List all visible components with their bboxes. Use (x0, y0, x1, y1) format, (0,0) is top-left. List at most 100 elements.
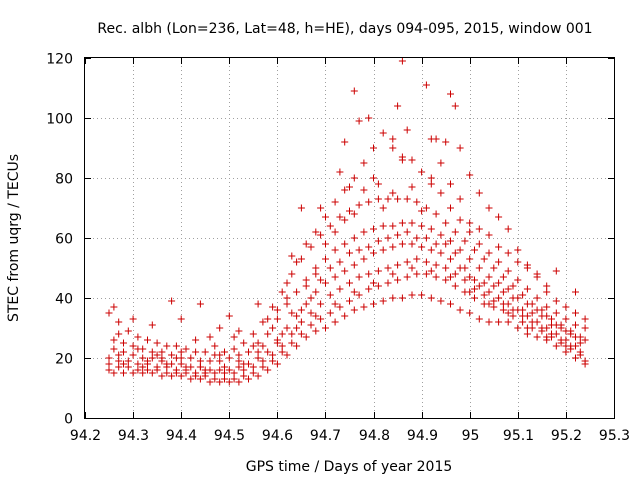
data-point (471, 276, 478, 284)
data-point (312, 264, 320, 272)
data-point (403, 273, 411, 281)
data-point (514, 258, 522, 266)
data-point (129, 342, 137, 350)
data-point (552, 330, 560, 338)
data-point (110, 345, 118, 353)
data-point (538, 306, 546, 314)
data-point (293, 312, 301, 320)
data-point (172, 342, 180, 350)
data-point (389, 144, 397, 152)
data-point (312, 327, 320, 335)
data-point (461, 264, 469, 272)
data-point (139, 369, 147, 377)
data-point (331, 273, 339, 281)
data-point (192, 348, 200, 356)
data-point (485, 204, 493, 212)
data-point (293, 324, 301, 332)
data-point (422, 204, 430, 212)
data-point (177, 315, 185, 323)
data-point (230, 345, 238, 353)
data-point (355, 201, 363, 209)
data-point (254, 339, 262, 347)
data-point (216, 357, 224, 365)
y-axis-label: STEC from uqrg / TECUs (6, 154, 22, 322)
y-tick-label: 120 (46, 52, 73, 68)
data-point (177, 360, 185, 368)
data-point (331, 300, 339, 308)
data-point (206, 378, 214, 386)
data-point (442, 219, 450, 227)
data-point (317, 315, 325, 323)
data-point (495, 243, 503, 251)
data-point (365, 114, 373, 122)
data-point (249, 363, 257, 371)
data-point (485, 249, 493, 257)
data-point (153, 363, 161, 371)
y-tick-label: 60 (55, 232, 73, 248)
data-point (466, 309, 474, 317)
data-point (341, 138, 349, 146)
data-point (254, 348, 262, 356)
y-tick-labels: 0 20 40 60 80 100 120 (46, 52, 73, 428)
data-point (326, 309, 334, 317)
data-point (418, 243, 426, 251)
data-point (490, 297, 498, 305)
data-point (206, 357, 214, 365)
data-point (350, 261, 358, 269)
data-point (336, 168, 344, 176)
data-point (129, 369, 137, 377)
data-point (572, 288, 579, 296)
data-point (427, 267, 435, 275)
data-point (543, 303, 551, 311)
data-point (475, 225, 483, 233)
data-point (235, 357, 243, 365)
data-point (403, 195, 411, 203)
data-point (168, 351, 176, 359)
data-point (528, 300, 536, 308)
data-point (533, 273, 541, 281)
data-point (172, 354, 180, 362)
data-point (370, 249, 377, 257)
data-point (389, 243, 397, 251)
data-point (211, 342, 219, 350)
data-point (346, 279, 353, 287)
x-tick-label: 94.3 (118, 428, 149, 444)
data-point (408, 183, 416, 191)
data-point (413, 198, 421, 206)
data-point (196, 363, 204, 371)
data-point (422, 234, 430, 242)
data-point (403, 228, 411, 236)
data-point (322, 213, 329, 221)
data-point (408, 291, 416, 299)
data-point (538, 312, 546, 320)
data-point (552, 309, 560, 317)
data-point (447, 204, 454, 212)
data-point (312, 288, 320, 296)
data-point (490, 264, 498, 272)
data-point (451, 282, 459, 290)
data-point (495, 258, 503, 266)
data-point (442, 276, 450, 284)
data-point (297, 255, 305, 263)
data-point (384, 264, 392, 272)
data-point (187, 354, 195, 362)
data-point (543, 282, 551, 290)
chart-title: Rec. albh (Lon=236, Lat=48, h=HE), days … (97, 21, 592, 37)
data-point (394, 261, 402, 269)
data-point (120, 339, 127, 347)
data-point (350, 174, 358, 182)
data-point (288, 330, 296, 338)
data-point (485, 288, 493, 296)
data-point (451, 228, 459, 236)
data-point (447, 255, 454, 263)
data-point (163, 369, 171, 377)
data-point (148, 348, 156, 356)
data-point (139, 354, 147, 362)
data-point (177, 372, 185, 380)
data-point (322, 324, 329, 332)
data-point (365, 243, 373, 251)
data-point (288, 270, 296, 278)
data-point (360, 303, 368, 311)
data-point (355, 291, 363, 299)
data-point (317, 204, 325, 212)
